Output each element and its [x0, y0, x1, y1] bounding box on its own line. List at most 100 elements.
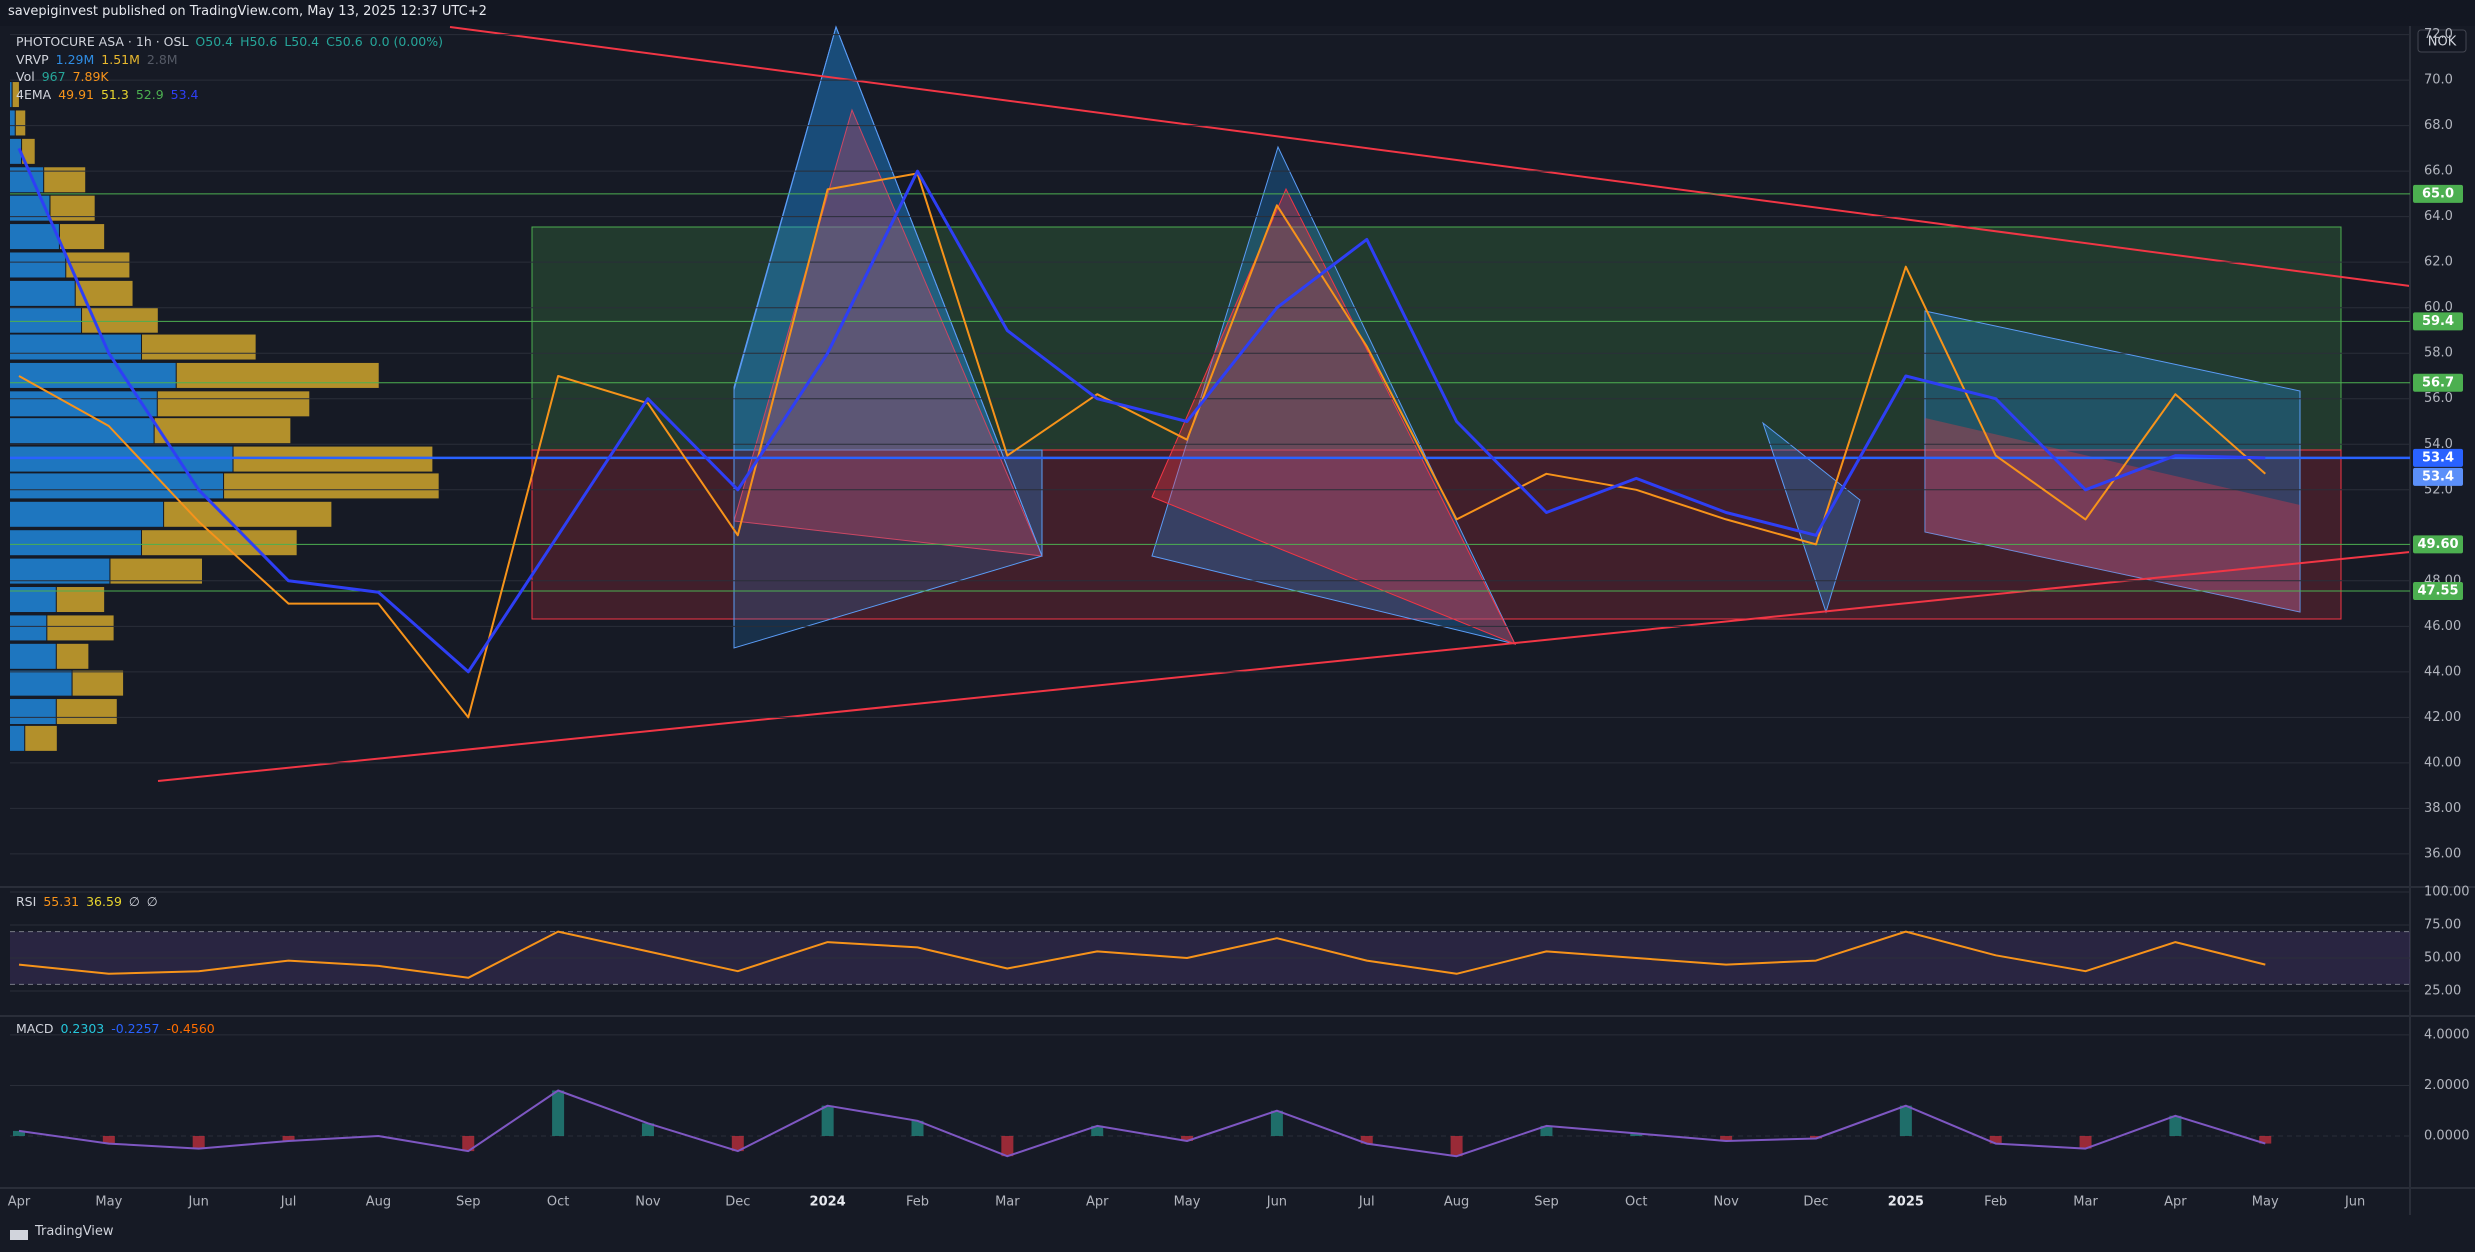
- x-tick-label: Mar: [2073, 1195, 2098, 1210]
- x-tick-label: 2024: [810, 1195, 846, 1210]
- macd-histogram: [2079, 1135, 2092, 1149]
- series-line: [18, 930, 2266, 979]
- vp-sell: [56, 699, 117, 725]
- legend-row: VRVP 1.29M 1.51M 2.8M: [16, 51, 443, 69]
- macd-histogram: [1360, 1135, 1373, 1144]
- vp-sell: [12, 82, 19, 108]
- y-tick-label: 40.00: [2424, 755, 2461, 770]
- macd-histogram: [1899, 1105, 1912, 1136]
- level-label: 65.0: [2422, 186, 2454, 201]
- x-tick-label: Apr: [2164, 1195, 2187, 1210]
- y-tick-label: 44.00: [2424, 664, 2461, 679]
- vp-buy: [10, 699, 56, 725]
- level-label: 49.60: [2417, 537, 2458, 552]
- legend-item: -0.2257: [111, 1021, 160, 1036]
- vp-buy: [10, 558, 110, 584]
- level-badge: [2413, 184, 2463, 203]
- legend-item: -0.4560: [166, 1021, 215, 1036]
- y-tick-label: 50.00: [2424, 950, 2461, 965]
- legend-item: 1.29M: [55, 51, 95, 67]
- level-badge: [2413, 467, 2463, 486]
- level-badge: [2413, 582, 2463, 601]
- x-tick-label: Aug: [1444, 1195, 1469, 1210]
- macd-histogram: [1001, 1135, 1014, 1157]
- series-line: [17, 147, 2266, 674]
- y-tick-label: 64.0: [2424, 209, 2453, 224]
- vp-sell: [110, 558, 202, 584]
- vp-buy: [10, 252, 66, 278]
- vp-sell: [59, 224, 105, 250]
- header-bar: [0, 0, 2475, 26]
- vp-sell: [47, 615, 114, 641]
- y-tick-label: 100.00: [2424, 884, 2470, 899]
- macd-histogram: [1091, 1125, 1104, 1136]
- logo: [10, 1230, 28, 1240]
- legend-item: PHOTOCURE ASA · 1h · OSL: [16, 34, 189, 49]
- legend-item: 967: [41, 69, 66, 84]
- x-tick-label: Jun: [1266, 1195, 1287, 1210]
- y-tick-label: 62.0: [2424, 255, 2453, 270]
- x-tick-label: Sep: [1534, 1195, 1559, 1210]
- x-tick-label: Jul: [1358, 1195, 1375, 1210]
- level-badge: [2413, 535, 2463, 554]
- macd-histogram: [1810, 1135, 1822, 1139]
- y-tick-label: 0.0000: [2424, 1128, 2470, 1143]
- vp-buy: [10, 643, 56, 669]
- vp-sell: [164, 501, 332, 527]
- legend-item: VRVP: [16, 51, 49, 67]
- macd-histogram: [2259, 1135, 2272, 1144]
- macd-histogram: [1989, 1135, 2002, 1144]
- legend-item: 1.51M: [101, 51, 140, 67]
- macd-histogram: [282, 1135, 295, 1142]
- currency-badge[interactable]: [2417, 29, 2467, 53]
- vp-sell: [75, 280, 133, 306]
- legend-item: O50.4: [195, 34, 234, 49]
- vp-sell: [176, 362, 379, 388]
- y-tick-label: 75.00: [2424, 917, 2461, 932]
- drawings: [157, 25, 2411, 782]
- y-tick-label: 68.0: [2424, 118, 2453, 133]
- vp-sell: [25, 725, 57, 751]
- header: savepiginvest published on TradingView.c…: [8, 4, 487, 19]
- vp-buy: [10, 307, 82, 333]
- x-tick-label: May: [1174, 1195, 1201, 1210]
- x-tick-label: Mar: [995, 1195, 1020, 1210]
- level-badge: [2413, 448, 2463, 467]
- x-tick-label: Sep: [456, 1195, 481, 1210]
- macd-histogram: [192, 1135, 205, 1149]
- x-tick-label: Oct: [1625, 1195, 1647, 1210]
- legend-item: 0.0 (0.00%): [369, 34, 443, 49]
- y-tick-label: 72.0: [2424, 27, 2453, 42]
- legend-main: PHOTOCURE ASA · 1h · OSL O50.4 H50.6 L50.4 C…: [16, 33, 443, 103]
- y-tick-label: 4.0000: [2424, 1027, 2470, 1042]
- macd-histogram: [462, 1135, 475, 1152]
- series-line: [18, 1089, 2266, 1158]
- vp-buy: [10, 501, 164, 527]
- x-tick-label: Feb: [1984, 1195, 2007, 1210]
- x-tick-label: Jul: [280, 1195, 297, 1210]
- series-line: [18, 172, 2266, 719]
- level-label: 53.4: [2422, 469, 2454, 484]
- footer: TradingView: [10, 1224, 114, 1239]
- x-tick-label: Apr: [1086, 1195, 1109, 1210]
- legend-item: ∅: [128, 894, 140, 909]
- x-tick-label: Feb: [906, 1195, 929, 1210]
- legend-item: C50.6: [326, 34, 363, 49]
- macd-histogram: [1630, 1133, 1643, 1136]
- vp-buy: [10, 82, 12, 108]
- legend-item: 52.9: [135, 86, 164, 102]
- legend-item: MACD: [16, 1021, 54, 1036]
- vp-buy: [10, 725, 25, 751]
- macd-histogram: [2169, 1115, 2182, 1136]
- vp-buy: [10, 110, 15, 136]
- vp-buy: [10, 224, 59, 250]
- y-tick-label: 46.00: [2424, 619, 2461, 634]
- vp-sell: [72, 670, 124, 696]
- vp-sell: [157, 391, 310, 417]
- x-tick-label: Aug: [366, 1195, 391, 1210]
- pattern-a-leg: [733, 25, 1043, 649]
- vp-sell: [142, 334, 256, 360]
- macd-histogram: [731, 1135, 744, 1152]
- macd-histogram: [821, 1105, 834, 1136]
